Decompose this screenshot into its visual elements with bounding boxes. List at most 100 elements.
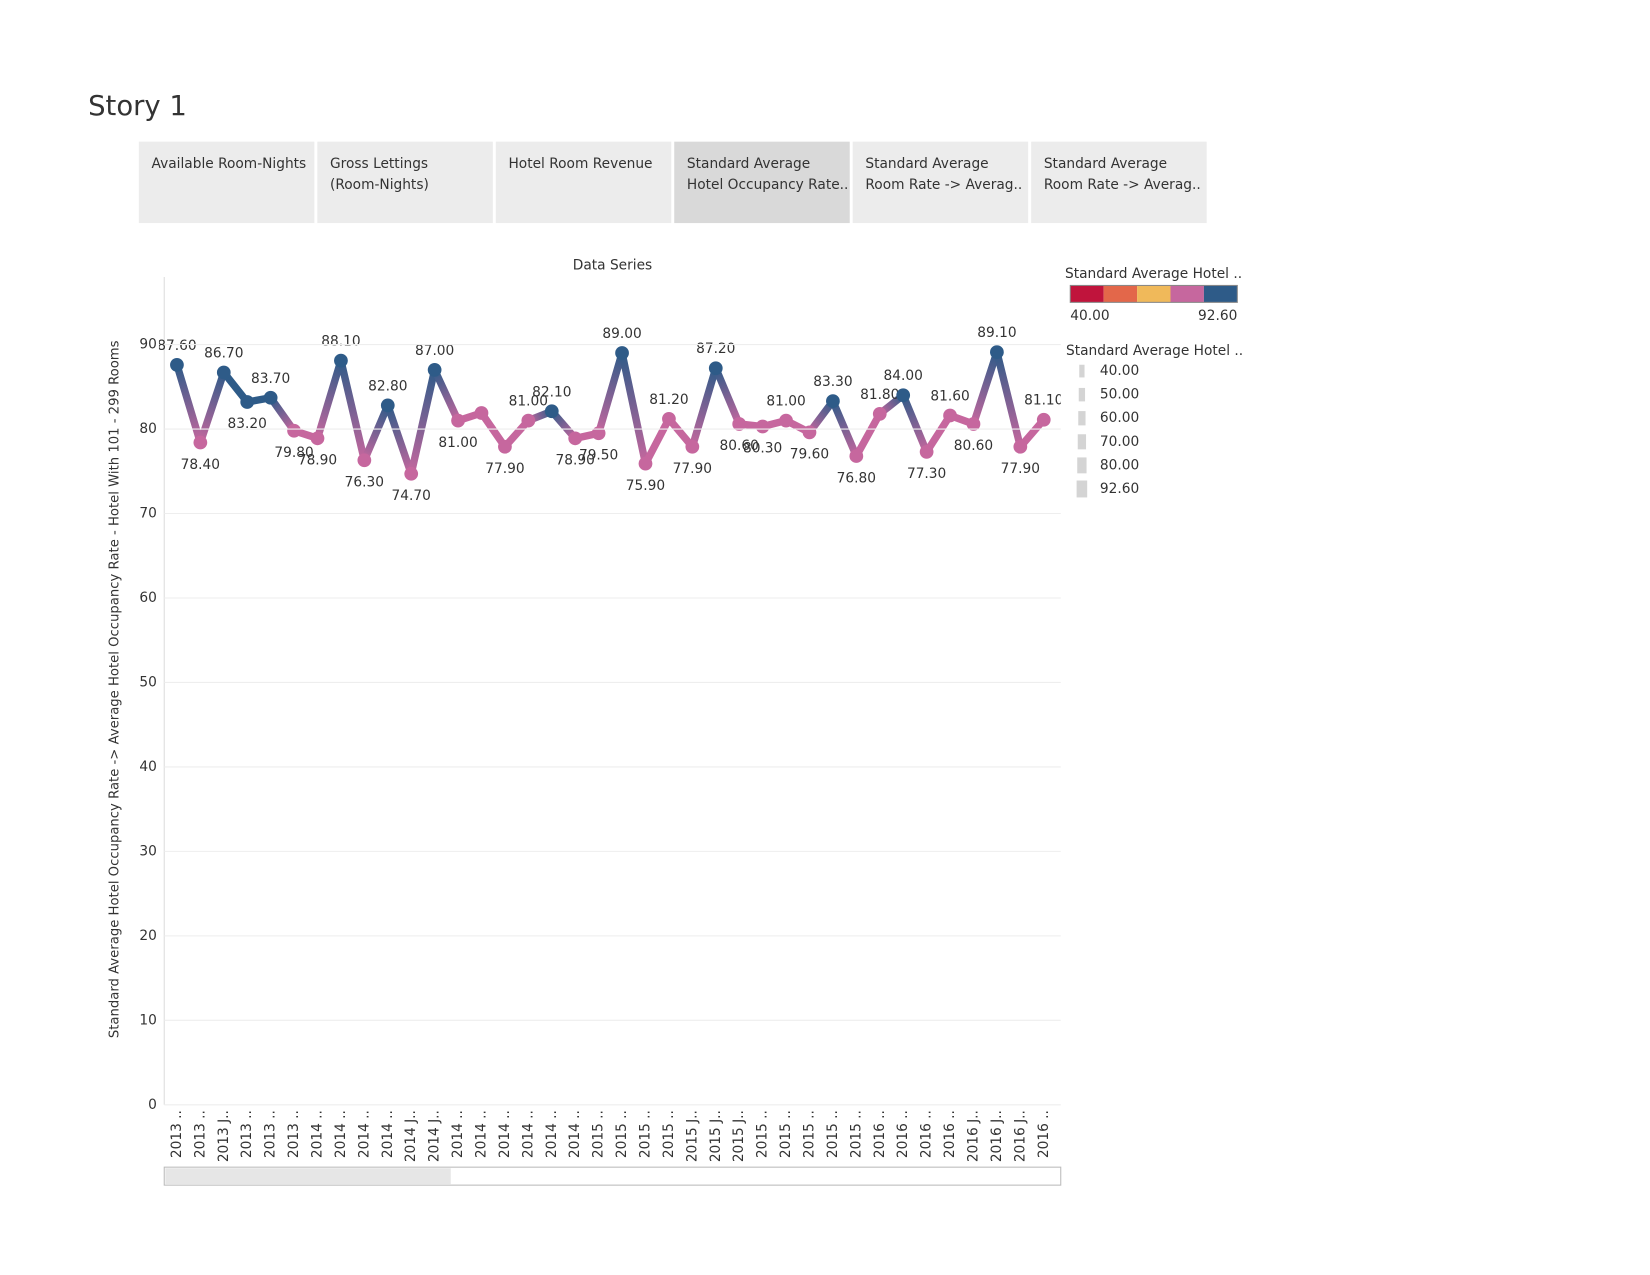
y-axis-title: Standard Average Hotel Occupancy Rate ->… (108, 340, 123, 1038)
x-tick-label: 2016 .. (919, 1110, 935, 1158)
x-tick-label: 2015 .. (661, 1110, 677, 1158)
data-label: 87.60 (157, 338, 196, 354)
data-label: 75.90 (626, 478, 665, 494)
story-tab[interactable]: Standard Average Hotel Occupancy Rate.. (674, 141, 850, 224)
story-title: Story 1 (88, 90, 187, 122)
color-legend-swatch (1137, 285, 1171, 303)
data-label: 81.00 (509, 394, 548, 410)
story-tab[interactable]: Gross Lettings (Room-Nights) (317, 141, 493, 224)
y-tick-label: 30 (139, 843, 156, 859)
data-label: 80.60 (720, 438, 759, 454)
y-tick-label: 10 (139, 1012, 156, 1028)
tab-background (852, 141, 1029, 224)
story-tab[interactable]: Hotel Room Revenue (495, 141, 672, 224)
data-point (193, 435, 208, 450)
x-tick-label: 2014 .. (497, 1110, 513, 1158)
data-point (357, 453, 372, 468)
story-tab[interactable]: Standard Average Room Rate -> Averag.. (1031, 141, 1207, 224)
size-legend-mark (1078, 411, 1086, 426)
data-label: 79.80 (274, 445, 313, 461)
data-point (334, 353, 348, 368)
data-label: 88.10 (321, 334, 360, 350)
data-point (1036, 412, 1051, 427)
line-segment (969, 348, 1001, 428)
x-tick-label: 2014 .. (520, 1110, 536, 1158)
data-label: 81.00 (438, 435, 477, 451)
plot-area: 87.6078.4086.7083.2083.7079.8078.9088.10… (157, 325, 1061, 504)
data-point (544, 404, 559, 419)
tab-label: Hotel Room Revenue (508, 156, 652, 172)
story-tab[interactable]: Available Room-Nights (138, 141, 315, 224)
x-tick-label: 2013 .. (239, 1110, 255, 1158)
data-point (685, 439, 700, 454)
x-tick-label: 2015 J.. (684, 1110, 700, 1162)
line-segment (993, 348, 1025, 451)
data-point (802, 425, 817, 440)
line-segment (852, 410, 884, 460)
size-legend-mark (1078, 387, 1086, 402)
data-label: 81.80 (860, 387, 899, 403)
data-label: 79.60 (790, 447, 829, 463)
x-tick-label: 2015 .. (755, 1110, 771, 1158)
y-tick-label: 90 (139, 337, 156, 353)
data-point (240, 395, 255, 409)
x-tick-label: 2015 .. (614, 1110, 630, 1158)
x-tick-label: 2015 .. (778, 1110, 794, 1158)
data-label: 77.90 (1001, 461, 1040, 477)
data-label: 80.30 (743, 441, 782, 457)
data-label: 82.10 (532, 384, 571, 400)
data-label: 82.80 (368, 378, 407, 394)
line-segment (337, 356, 369, 464)
data-label: 89.00 (602, 326, 641, 342)
color-legend-swatch (1170, 285, 1204, 303)
tab-label: Room Rate -> Averag.. (1044, 177, 1201, 193)
data-point (427, 363, 442, 377)
story-tab[interactable]: Standard Average Room Rate -> Averag.. (852, 141, 1029, 224)
x-tick-label: 2014 .. (380, 1110, 396, 1158)
data-label: 83.70 (251, 371, 290, 387)
x-tick-label: 2014 .. (309, 1110, 325, 1158)
data-label: 83.30 (813, 374, 852, 390)
data-point (826, 394, 840, 409)
x-tick-label: 2015 J.. (708, 1110, 724, 1162)
data-point (638, 456, 653, 471)
line-segment (641, 415, 673, 468)
line-segment (899, 391, 931, 456)
size-legend-label: 60.00 (1100, 410, 1139, 426)
size-legend-mark (1076, 480, 1088, 498)
data-point (779, 413, 793, 428)
tab-label: Standard Average (687, 156, 810, 172)
color-legend-min: 40.00 (1070, 308, 1109, 324)
tab-label: Standard Average (1044, 156, 1167, 172)
data-point (662, 412, 676, 426)
data-point (1013, 439, 1028, 454)
x-tick-label: 2014 .. (473, 1110, 489, 1158)
x-tick-label: 2014 .. (356, 1110, 372, 1158)
tab-background (674, 141, 850, 224)
scrollbar-thumb[interactable] (165, 1168, 451, 1185)
data-point (990, 345, 1004, 360)
data-point (568, 431, 583, 446)
data-point (310, 431, 325, 446)
tab-label: Gross Lettings (330, 156, 428, 172)
data-label: 74.70 (392, 488, 431, 504)
tab-label: Standard Average (865, 156, 988, 172)
line-segment (712, 364, 743, 428)
data-point (708, 361, 723, 376)
size-legend-title: Standard Average Hotel .. (1066, 343, 1243, 359)
y-tick-label: 80 (139, 421, 156, 437)
data-label: 78.40 (181, 457, 220, 473)
x-tick-label: 2013 .. (192, 1110, 208, 1158)
data-point (966, 417, 981, 431)
x-tick-label: 2016 .. (895, 1110, 911, 1158)
data-label: 77.30 (907, 466, 946, 482)
x-tick-label: 2013 .. (263, 1110, 279, 1158)
line-segment (173, 361, 205, 447)
tab-background (317, 141, 493, 224)
data-point (732, 417, 747, 431)
data-point (849, 449, 864, 463)
x-tick-label: 2014 .. (333, 1110, 349, 1158)
x-tick-label: 2016 .. (1036, 1110, 1052, 1158)
data-point (615, 346, 629, 360)
